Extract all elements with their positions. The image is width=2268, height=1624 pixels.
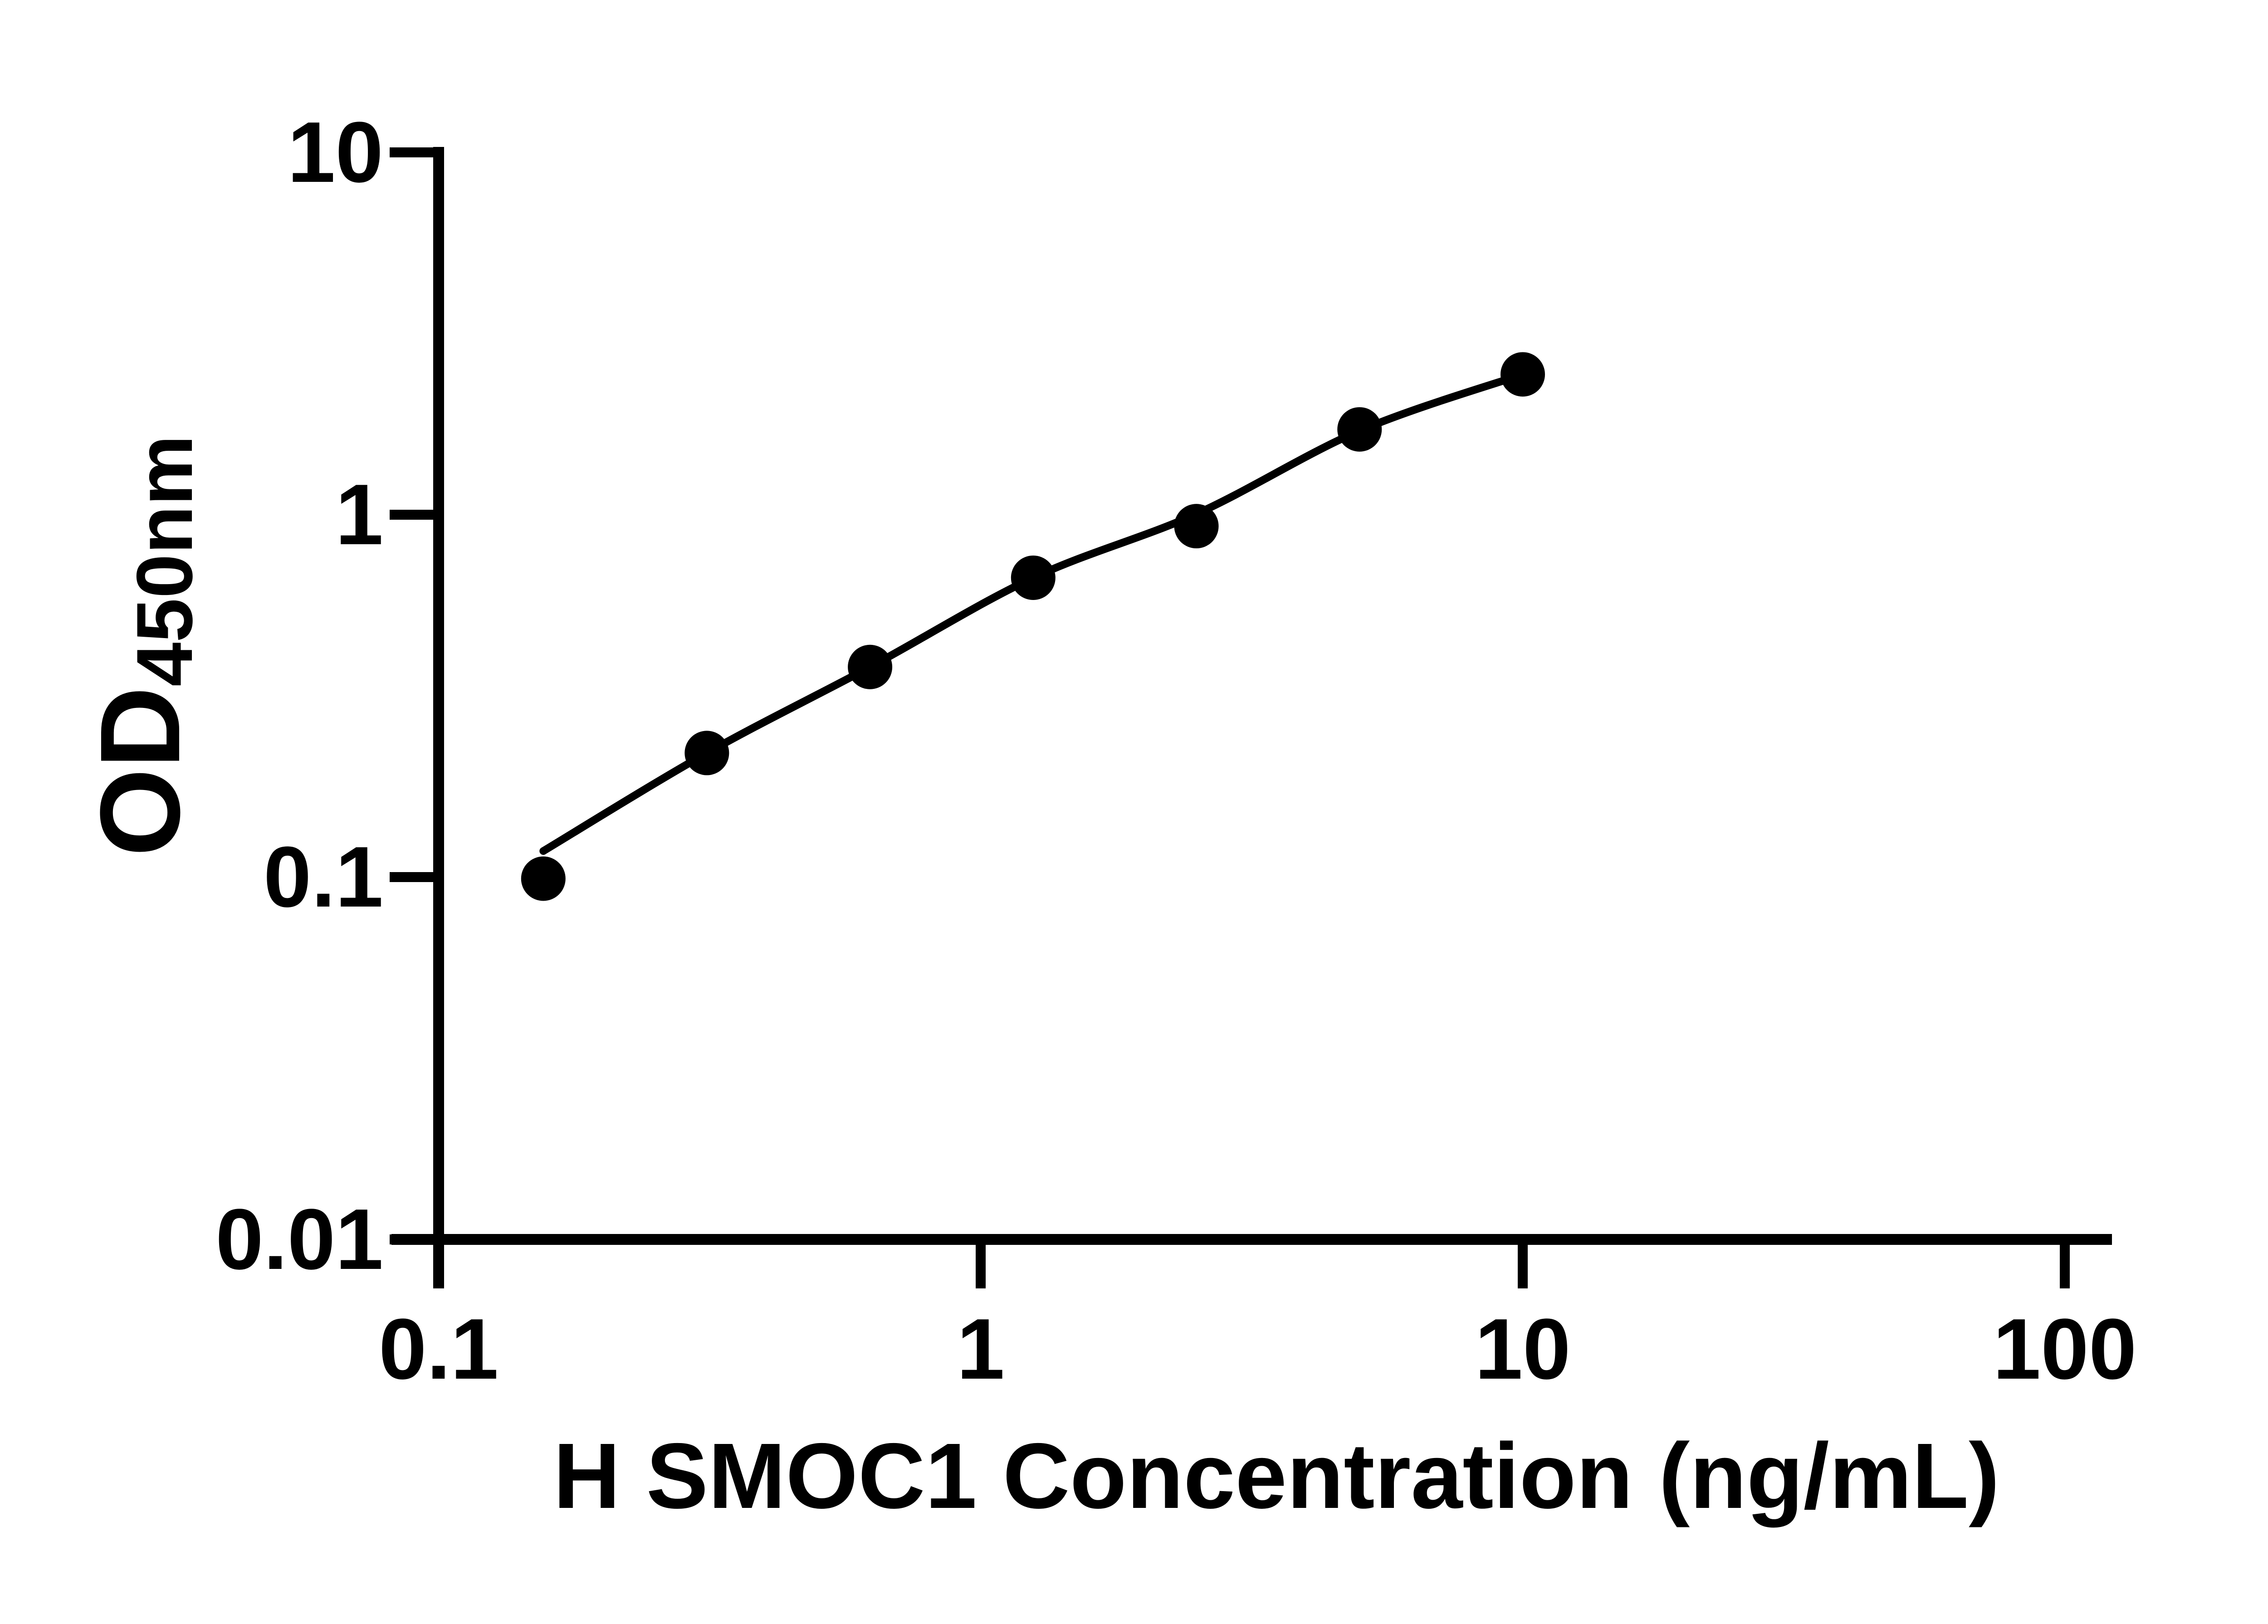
y-tick-label: 0.01	[215, 1191, 383, 1287]
y-ticks	[390, 147, 439, 1244]
series-layer	[521, 352, 1545, 901]
x-tick-label: 100	[1993, 1301, 2136, 1397]
data-point	[1501, 352, 1545, 397]
y-axis-title-main: OD	[77, 687, 203, 857]
axes	[391, 147, 2112, 1288]
y-tick-label: 0.1	[264, 829, 383, 925]
x-tick-labels: 0.1 1 10 100	[379, 1301, 2137, 1397]
y-tick-labels: 10 1 0.1 0.01	[215, 104, 383, 1287]
x-tick-label: 0.1	[379, 1301, 499, 1397]
x-ticks	[434, 1239, 2070, 1288]
fitted-curve	[539, 370, 1527, 855]
data-point	[1337, 407, 1382, 452]
x-axis-title: H SMOC1 Concentration (ng/mL)	[553, 1424, 2000, 1528]
y-tick-label: 1	[335, 467, 383, 563]
data-point	[1011, 555, 1056, 600]
x-tick-label: 10	[1475, 1301, 1570, 1397]
data-point	[521, 856, 566, 901]
y-tick-label: 10	[288, 104, 383, 200]
x-tick-label: 1	[957, 1301, 1005, 1397]
data-point	[684, 731, 729, 775]
y-axis-title: OD450nm	[77, 435, 209, 856]
y-axis-title-subscript: 450nm	[121, 435, 209, 686]
data-point	[848, 644, 893, 689]
data-point	[1174, 504, 1219, 549]
